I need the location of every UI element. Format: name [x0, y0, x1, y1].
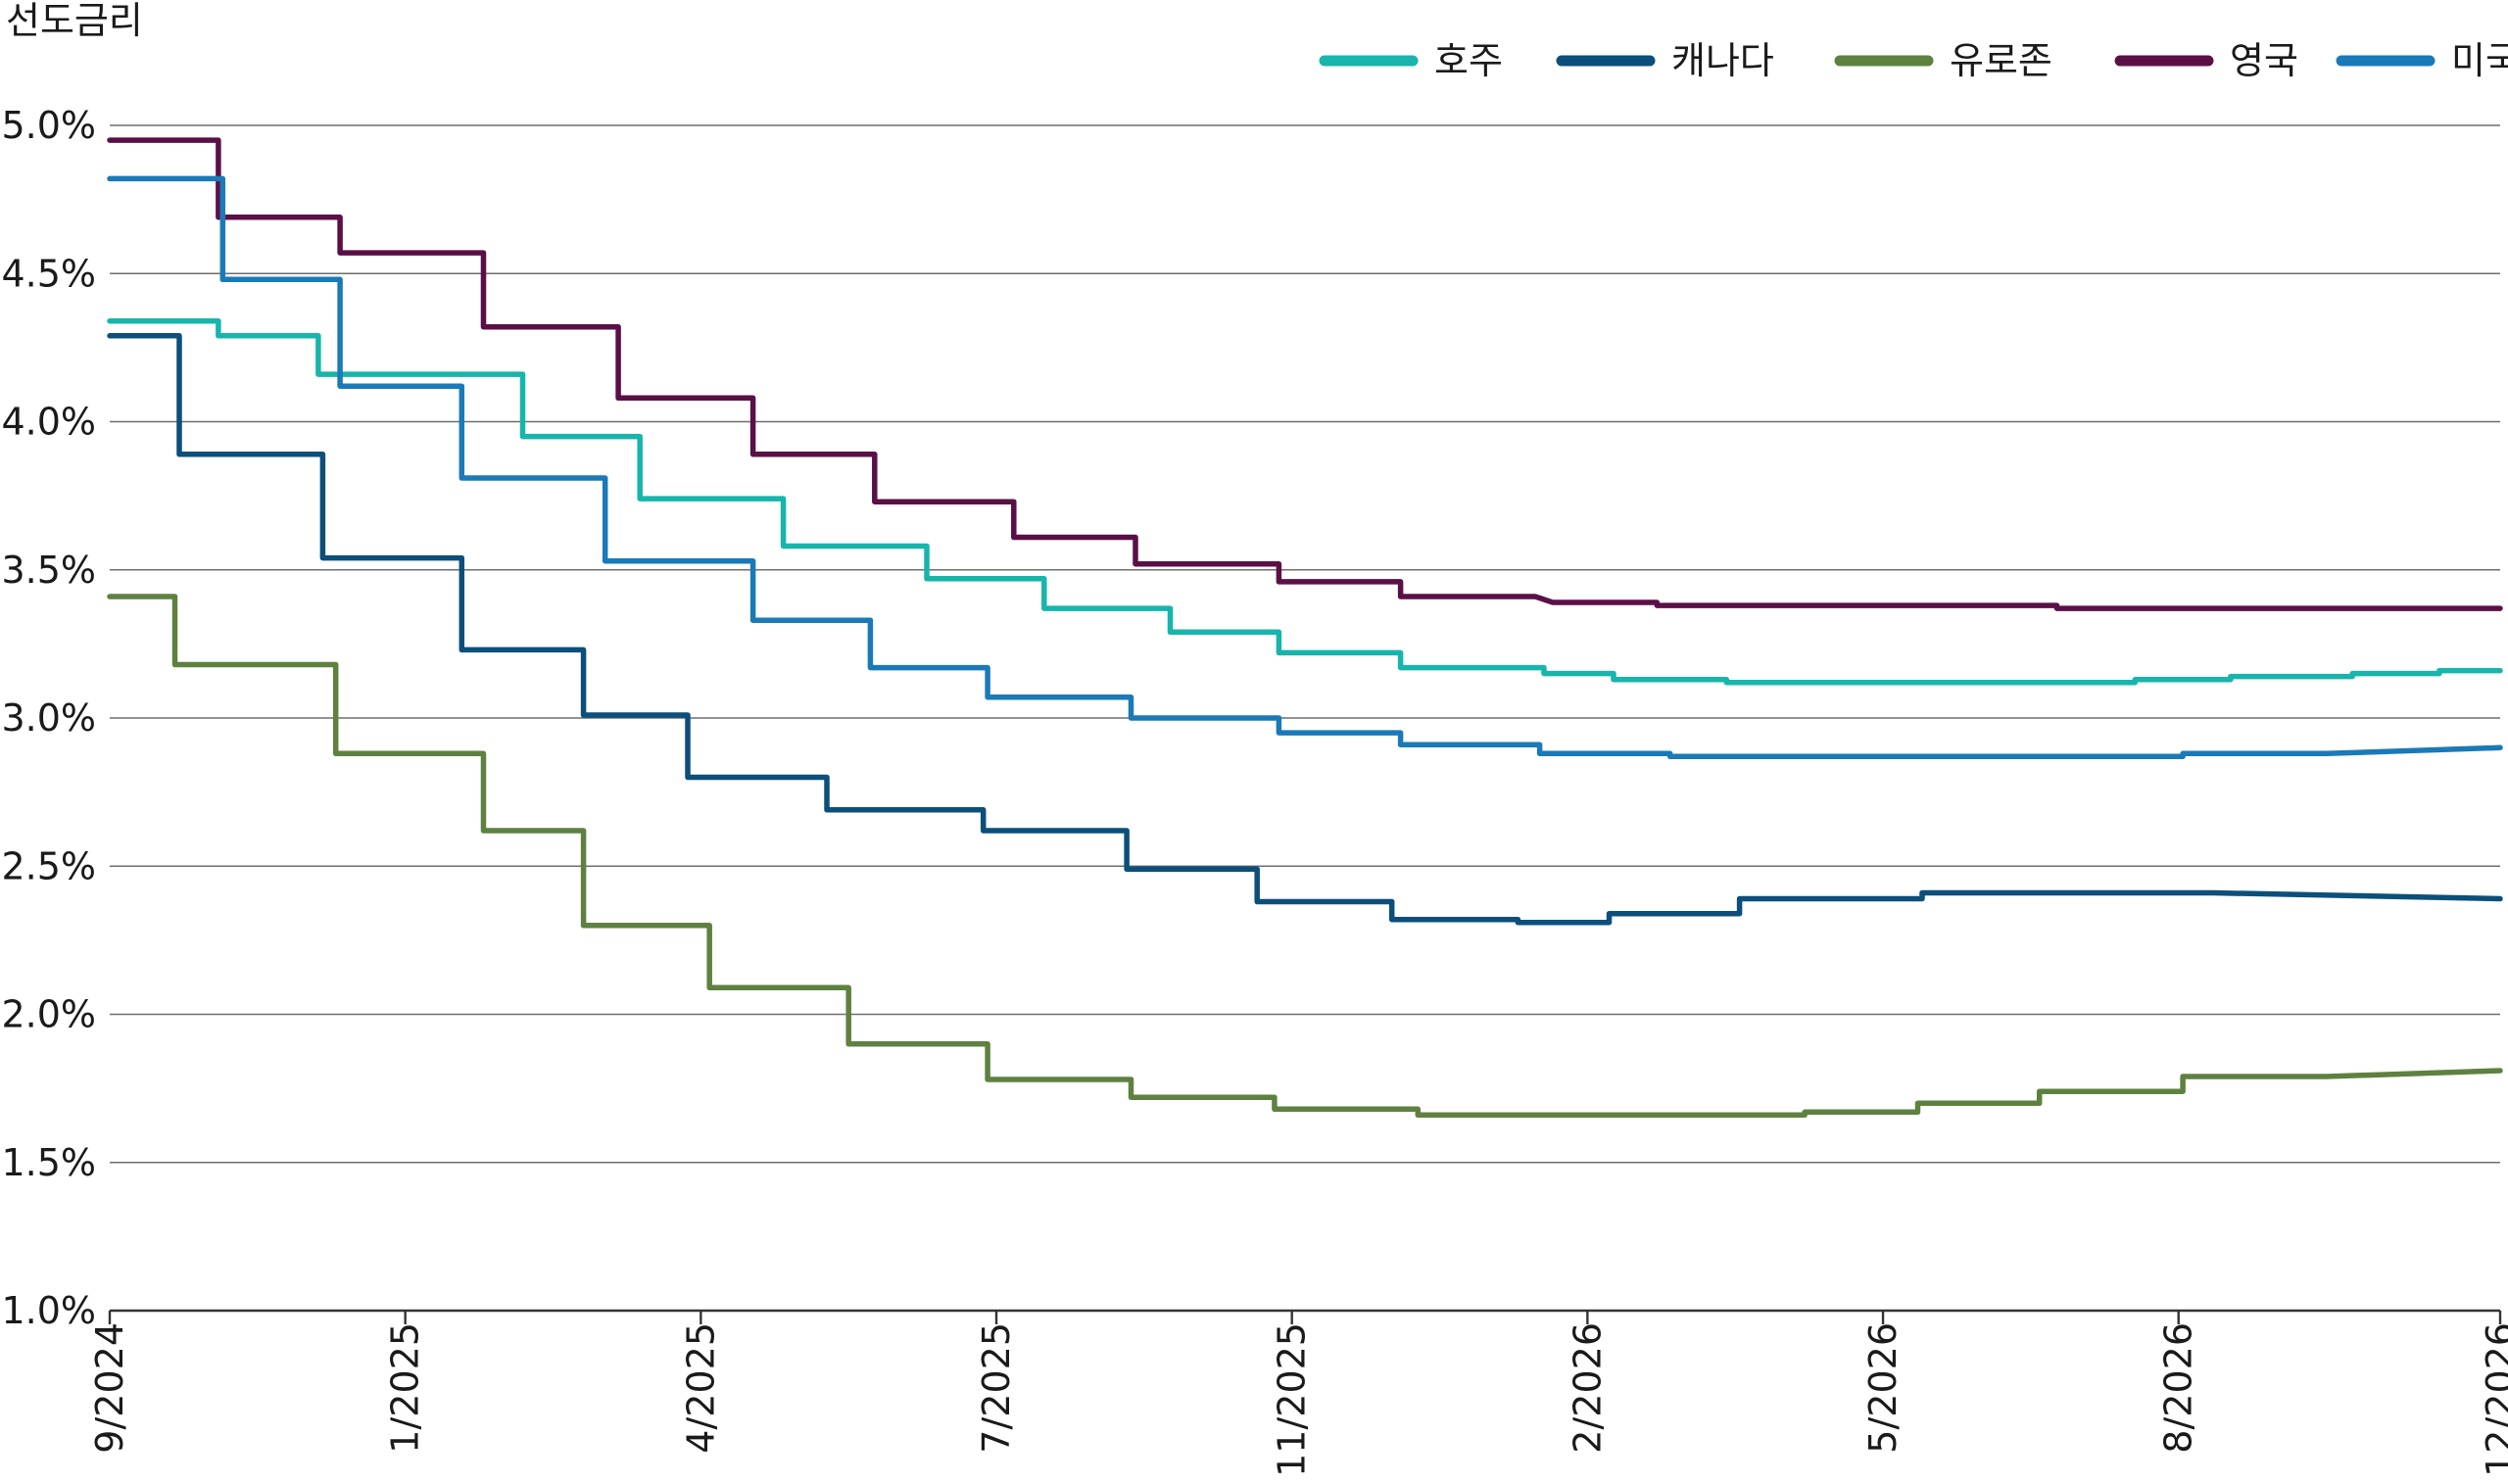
- x-tick-label: 4/2025: [679, 1322, 722, 1454]
- legend-label: 캐나다: [1671, 39, 1774, 82]
- x-tick-label: 5/2026: [1861, 1322, 1905, 1454]
- x-tick-label: 7/2025: [975, 1322, 1018, 1454]
- y-tick-label: 2.0%: [1, 993, 96, 1036]
- legend-label: 영국: [2230, 39, 2298, 82]
- legend-label: 호주: [1434, 39, 1503, 82]
- y-tick-label: 5.0%: [1, 104, 96, 147]
- x-tick-label: 1/2025: [384, 1322, 427, 1454]
- series-line-미국: [107, 175, 2503, 760]
- series-line-캐나다: [107, 333, 2503, 926]
- x-tick-label: 12/2026: [2479, 1322, 2508, 1477]
- series-line-영국: [107, 137, 2503, 611]
- y-tick-label: 4.0%: [1, 401, 96, 444]
- y-axis: 1.0% 1.5% 2.0% 2.5% 3.0% 3.5% 4.0% 4.5% 5.0%: [1, 104, 96, 1332]
- y-tick-label: 1.5%: [1, 1141, 96, 1184]
- series-line-유로존: [107, 594, 2503, 1119]
- chart-title: 선도금리: [6, 0, 143, 42]
- y-tick-label: 1.0%: [1, 1289, 96, 1332]
- y-tick-label: 4.5%: [1, 252, 96, 295]
- x-tick-label: 8/2026: [2157, 1322, 2200, 1454]
- series-line-호주: [107, 317, 2503, 686]
- x-axis: 9/2024 1/2025 4/2025 7/2025 11/2025 2/2026 5/2…: [88, 1311, 2508, 1477]
- y-tick-label: 2.5%: [1, 844, 96, 887]
- gridlines: [110, 124, 2500, 1313]
- legend: 호주 캐나다 유로존 영국 미국: [1319, 39, 2508, 82]
- x-tick-label: 9/2024: [88, 1322, 131, 1454]
- x-tick-label: 2/2026: [1566, 1322, 1609, 1454]
- series-lines: [107, 137, 2503, 1119]
- y-tick-label: 3.5%: [1, 549, 96, 592]
- y-tick-label: 3.0%: [1, 696, 96, 740]
- x-tick-label: 11/2025: [1271, 1322, 1314, 1477]
- legend-label: 미국: [2451, 39, 2508, 82]
- legend-label: 유로존: [1950, 39, 2052, 82]
